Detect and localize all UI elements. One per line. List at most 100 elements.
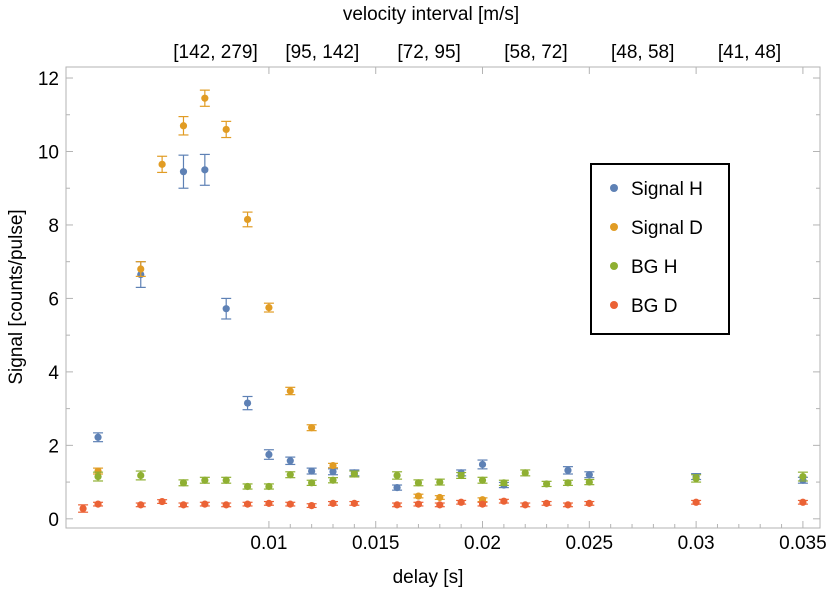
data-point — [137, 265, 145, 273]
data-point — [179, 122, 188, 130]
data-point — [521, 501, 529, 509]
data-point — [329, 499, 337, 507]
data-point — [137, 471, 145, 480]
series-bg-d — [78, 497, 808, 513]
data-point — [179, 501, 188, 509]
top-axis-ticks: [142, 279] [95, 142] [72, 95] [58, 72] [48, … — [173, 42, 781, 63]
data-point — [179, 479, 188, 487]
data-point — [94, 472, 102, 481]
data-point — [94, 500, 102, 508]
data-point — [243, 482, 252, 491]
data-point — [222, 476, 230, 484]
top-tick-label: [72, 95] — [397, 42, 460, 63]
data-point — [457, 471, 465, 480]
data-point — [329, 476, 337, 484]
data-point — [265, 482, 273, 491]
data-point — [79, 504, 87, 513]
data-point — [286, 471, 294, 479]
left-axis-ticks: 0 2 4 6 8 10 12 — [38, 69, 820, 531]
legend-marker — [610, 262, 618, 270]
data-point — [542, 480, 551, 488]
top-tick-label: [48, 58] — [611, 42, 674, 63]
data-point — [201, 500, 209, 508]
bottom-axis-ticks: 0.01 0.015 0.02 0.025 0.03 0.035 — [250, 67, 827, 554]
data-point — [478, 476, 487, 484]
data-point — [414, 479, 423, 487]
y-tick-label: 10 — [38, 142, 59, 163]
legend-marker — [610, 184, 618, 192]
y-tick-label: 6 — [48, 289, 59, 310]
data-point — [564, 479, 572, 487]
x-tick-label: 0.01 — [250, 533, 287, 554]
data-point — [500, 497, 508, 505]
data-point — [692, 474, 700, 483]
data-point — [94, 467, 102, 475]
data-point — [692, 498, 700, 506]
data-point — [478, 460, 487, 469]
data-point — [585, 471, 593, 479]
legend-marker — [610, 301, 618, 309]
data-point — [222, 125, 230, 134]
data-point — [564, 466, 572, 474]
y-tick-label: 4 — [48, 363, 59, 384]
data-point — [201, 94, 209, 102]
data-point — [308, 467, 316, 475]
series-bg-h — [93, 469, 808, 491]
data-point — [286, 457, 294, 465]
data-point — [265, 499, 273, 507]
data-point — [94, 433, 102, 441]
data-point — [350, 470, 358, 478]
data-point — [308, 479, 316, 487]
data-point — [158, 497, 166, 506]
data-point — [158, 160, 166, 168]
x-tick-label: 0.02 — [464, 533, 501, 554]
legend-label: Signal D — [631, 218, 703, 239]
legend: Signal H Signal D BG H BG D — [590, 163, 730, 335]
data-point — [243, 500, 252, 508]
legend-label: BG D — [631, 296, 677, 317]
data-point — [585, 499, 593, 507]
legend-label: BG H — [631, 257, 677, 278]
data-point — [564, 501, 572, 509]
data-point — [436, 478, 444, 486]
data-point — [542, 499, 551, 507]
data-point — [201, 476, 209, 484]
data-point — [308, 424, 316, 432]
data-point — [393, 471, 401, 480]
data-series — [78, 89, 808, 513]
x-tick-label: 0.03 — [678, 533, 715, 554]
data-point — [137, 501, 145, 509]
data-point — [436, 493, 444, 502]
data-point — [350, 499, 358, 507]
top-tick-label: [142, 279] — [173, 42, 258, 63]
data-point — [457, 498, 465, 506]
y-tick-label: 0 — [48, 510, 59, 531]
legend-label: Signal H — [631, 179, 703, 200]
x-tick-label: 0.035 — [779, 533, 827, 554]
top-tick-label: [41, 48] — [718, 42, 781, 63]
y-tick-label: 12 — [38, 69, 59, 90]
data-point — [478, 500, 487, 508]
data-point — [414, 500, 423, 508]
data-point — [500, 479, 508, 487]
data-point — [222, 305, 230, 313]
data-point — [201, 166, 209, 174]
data-point — [799, 498, 807, 506]
x-axis-title: delay [s] — [393, 567, 464, 588]
top-axis-title: velocity interval [m/s] — [343, 4, 519, 25]
data-point — [243, 399, 252, 407]
data-point — [393, 501, 401, 509]
y-tick-label: 2 — [48, 436, 59, 457]
data-point — [286, 387, 294, 395]
data-point — [243, 215, 252, 224]
data-point — [521, 469, 529, 477]
data-point — [286, 500, 294, 508]
data-point — [799, 472, 807, 481]
data-point — [393, 483, 401, 492]
x-tick-label: 0.025 — [566, 533, 614, 554]
top-tick-label: [95, 142] — [285, 42, 359, 63]
plot-frame — [65, 66, 821, 529]
data-point — [308, 501, 316, 510]
top-tick-label: [58, 72] — [504, 42, 567, 63]
